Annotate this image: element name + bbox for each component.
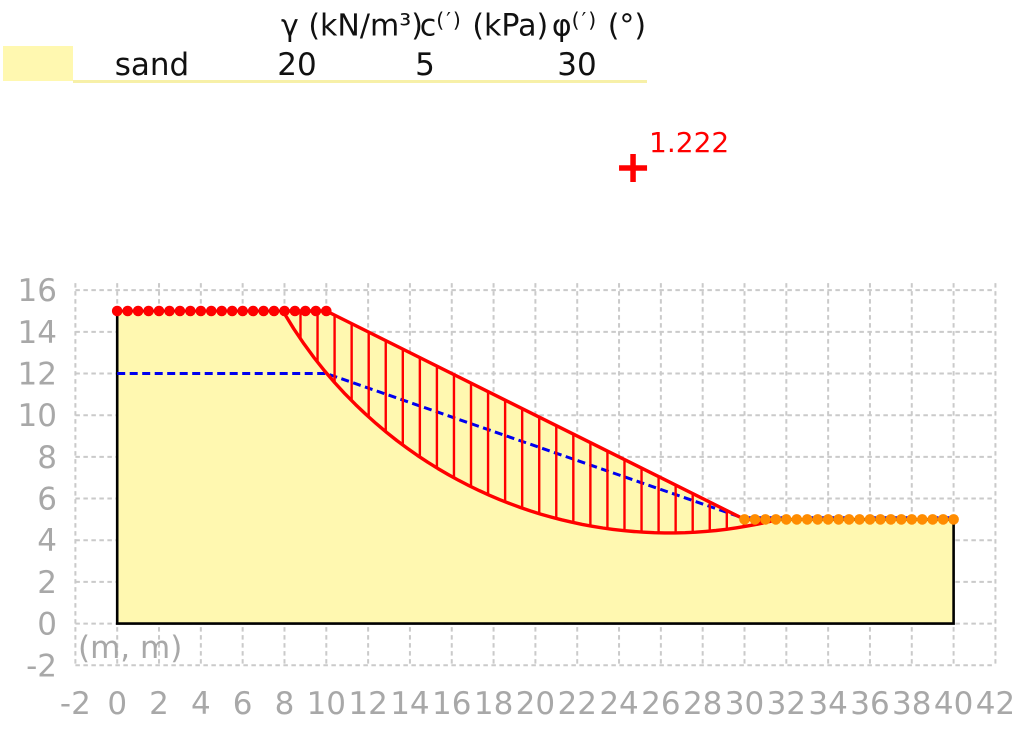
y-axis-tick-label: 16 [18,273,57,309]
orange-surface-node [739,514,750,525]
red-surface-node [237,305,248,317]
x-axis-tick-label: 26 [641,686,680,722]
orange-surface-node [916,514,928,525]
x-axis-tick-label: 0 [107,686,127,722]
x-axis-tick-label: 24 [599,686,638,722]
red-surface-node [289,305,301,317]
red-surface-node [185,305,196,317]
y-axis-tick-label: 4 [37,523,57,559]
red-surface-node [226,305,238,317]
x-axis-tick-label: 6 [233,686,253,722]
x-axis-tick-label: 20 [516,686,555,722]
y-axis-tick-label: 14 [18,315,57,351]
orange-surface-node [770,514,782,525]
header-gamma-base: γ [281,8,299,44]
x-axis-tick-label: 22 [557,686,596,722]
orange-surface-node [927,514,938,525]
orange-surface-node [948,514,959,525]
x-axis-tick-label: 36 [850,686,889,722]
orange-surface-node [822,514,834,525]
slip-circle-center-marker [619,154,648,183]
slip-surface-outline [281,309,780,535]
header-c-base: c [419,8,437,44]
orange-surface-node [843,514,855,525]
orange-surface-node [885,514,897,525]
red-surface-node [310,305,322,317]
column-header-friction-angle: φ(′) (°) [552,3,646,43]
x-axis-tick-label: -2 [60,686,91,722]
x-axis-tick-label: 2 [149,686,169,722]
orange-surface-node [937,514,949,525]
orange-surface-node [749,514,761,525]
orange-surface-node [875,514,886,525]
red-surface-node [174,305,186,317]
red-surface-node [300,305,311,317]
y-axis-tick-label: 0 [37,607,57,643]
orange-surface-node [906,514,918,525]
red-surface-node [247,305,259,317]
orange-surface-node [812,514,823,525]
header-phi-rest: (°) [598,8,647,44]
y-axis-tick-label: 12 [18,357,57,393]
y-axis-tick-label: 2 [37,565,57,601]
header-phi-sup: (′) [571,8,599,32]
orange-surface-node [801,514,813,525]
red-surface-node [268,305,280,317]
red-surface-node [164,305,175,317]
orange-surface-node [791,514,803,525]
table-row-divider [73,80,647,83]
red-surface-node [279,305,290,317]
orange-surface-node [781,514,792,525]
x-axis-tick-label: 34 [808,686,847,722]
column-header-unit-weight: γ (kN/m³) [281,3,423,43]
material-name: sand [114,47,190,83]
x-axis-tick-label: 28 [683,686,722,722]
orange-surface-node [864,514,876,525]
orange-surface-node [760,514,771,525]
y-axis-tick-label: 10 [18,398,57,434]
red-surface-node [132,305,144,317]
red-surface-node [205,305,217,317]
axis-units-label: (m, m) [78,630,182,666]
red-surface-node [195,305,207,317]
orange-surface-node [833,514,844,525]
red-surface-node [143,305,154,317]
x-axis-tick-label: 38 [892,686,931,722]
x-axis-tick-label: 30 [725,686,764,722]
x-axis-tick-label: 18 [474,686,513,722]
x-axis-tick-label: 32 [767,686,806,722]
header-gamma-rest: (kN/m³) [298,8,423,44]
y-axis-tick-label: 8 [37,440,57,476]
material-swatch [3,46,73,81]
y-axis-tick-label: 6 [37,482,57,518]
header-c-sup: (′) [436,8,463,32]
red-surface-node [321,305,332,317]
red-surface-node [111,305,123,317]
y-axis-tick-label: -2 [26,648,57,684]
x-axis-tick-label: 4 [191,686,211,722]
orange-surface-node [896,514,907,525]
column-header-cohesion: c(′) (kPa) [420,3,549,43]
red-surface-node [216,305,228,317]
material-friction-angle-value: 30 [557,47,597,83]
header-c-rest: (kPa) [462,8,549,44]
red-surface-node [258,305,269,317]
factor-of-safety-label: 1.222 [649,126,729,159]
red-surface-node [122,305,133,317]
header-phi-base: φ [551,8,572,44]
red-surface-node [153,305,165,317]
x-axis-tick-label: 14 [390,686,429,722]
x-axis-tick-label: 16 [432,686,471,722]
x-axis-tick-label: 10 [307,686,346,722]
x-axis-tick-label: 12 [348,686,387,722]
material-unit-weight-value: 20 [277,47,317,83]
orange-surface-node [854,514,865,525]
x-axis-tick-label: 8 [275,686,295,722]
material-cohesion-value: 5 [415,47,435,83]
x-axis-tick-label: 40 [934,686,973,722]
x-axis-tick-label: 42 [976,686,1015,722]
